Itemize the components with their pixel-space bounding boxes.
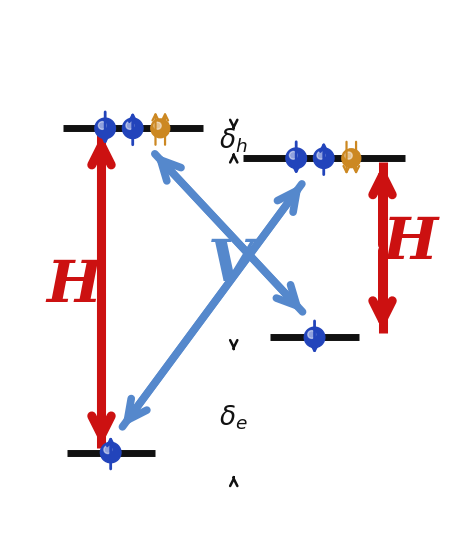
Text: H: H xyxy=(46,258,101,315)
Text: $\delta_e$: $\delta_e$ xyxy=(219,403,248,432)
Ellipse shape xyxy=(154,122,161,129)
Ellipse shape xyxy=(122,118,143,138)
Ellipse shape xyxy=(104,446,112,454)
Ellipse shape xyxy=(345,152,352,159)
Text: H: H xyxy=(383,216,438,272)
Text: V: V xyxy=(208,237,253,293)
Ellipse shape xyxy=(95,118,116,138)
Ellipse shape xyxy=(308,331,316,338)
Ellipse shape xyxy=(317,151,325,159)
Ellipse shape xyxy=(290,151,297,159)
Ellipse shape xyxy=(151,119,170,138)
Ellipse shape xyxy=(100,442,121,463)
Ellipse shape xyxy=(304,327,325,347)
Ellipse shape xyxy=(99,121,106,129)
Text: $\delta_h$: $\delta_h$ xyxy=(219,127,248,155)
Ellipse shape xyxy=(286,148,307,168)
Ellipse shape xyxy=(342,149,361,168)
Ellipse shape xyxy=(313,148,334,168)
Ellipse shape xyxy=(126,121,134,129)
